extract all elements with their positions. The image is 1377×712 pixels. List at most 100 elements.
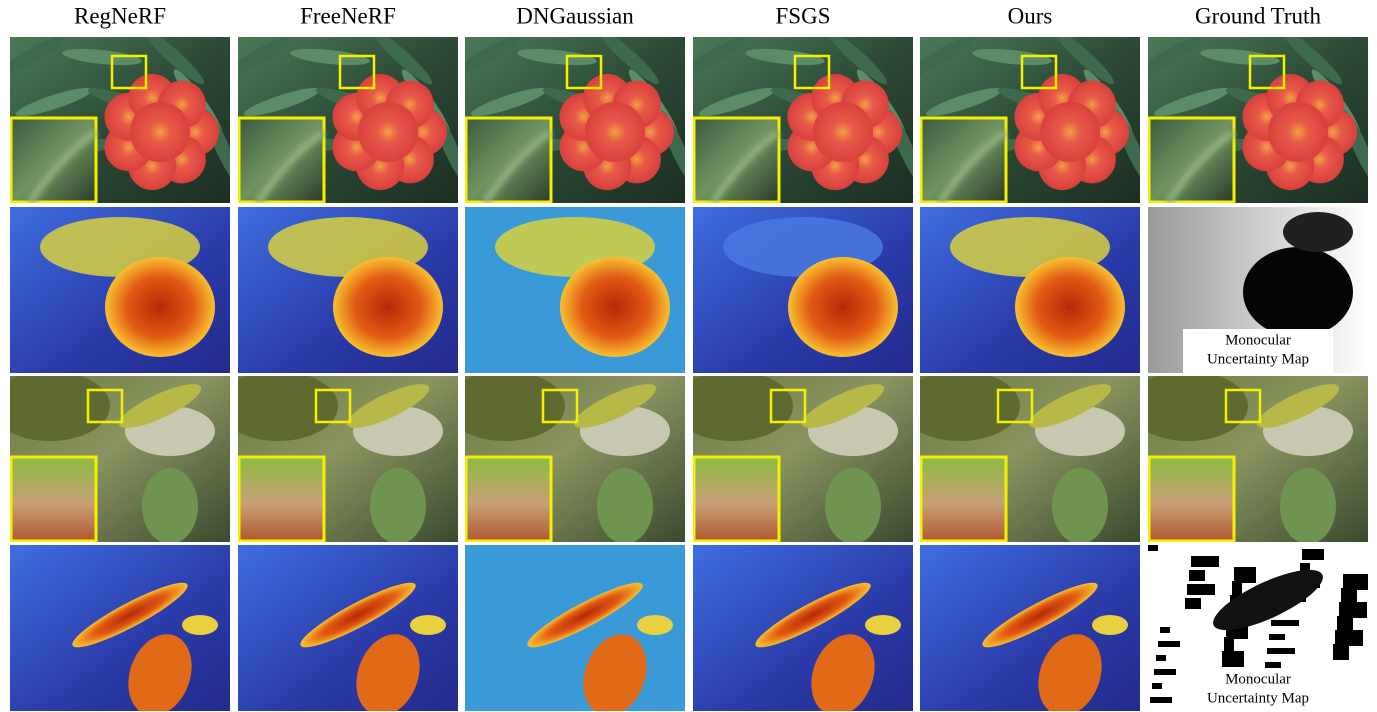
image-content (693, 207, 913, 373)
image-cell (1148, 37, 1368, 203)
uncertainty-stripe (755, 582, 871, 648)
image-cell (238, 37, 458, 203)
uncertainty-speck (1337, 616, 1353, 632)
label-line: Monocular (1225, 671, 1291, 687)
uncertainty-speck (1187, 584, 1215, 595)
zoom-box-small (769, 388, 807, 424)
uncertainty-mid (410, 615, 446, 635)
uncertainty-hot (788, 257, 898, 357)
image-content (1148, 376, 1368, 542)
uncertainty-blob (1213, 569, 1323, 631)
leaf (1281, 37, 1343, 85)
uncertainty-speck (1158, 641, 1180, 647)
image-content (693, 545, 913, 711)
leaf (290, 48, 370, 66)
image-content (238, 37, 458, 203)
foliage (1148, 376, 1248, 441)
image-content (920, 376, 1140, 542)
leaf (346, 384, 430, 428)
leaf (62, 48, 142, 66)
uncertainty-speck (1333, 644, 1349, 660)
image-content (10, 207, 230, 373)
foliage (465, 376, 565, 441)
image-cell (693, 545, 913, 711)
leaf (1148, 37, 1203, 78)
foliage (238, 376, 338, 441)
zoom-box-small (1248, 54, 1286, 90)
zoom-inset (10, 455, 98, 542)
leaf (1153, 87, 1231, 117)
leaf (920, 37, 975, 78)
uncertainty-blob (1283, 212, 1353, 252)
leaf (693, 37, 748, 78)
leaf (745, 48, 825, 66)
zoom-box-small (541, 388, 579, 424)
column-header: DNGaussian (516, 3, 634, 28)
flower (358, 102, 418, 162)
leaf (925, 87, 1003, 117)
big-leaf (1280, 468, 1336, 542)
leaf (1200, 48, 1280, 66)
column-header: RegNeRF (74, 3, 166, 28)
uncertainty-speck (1222, 651, 1244, 667)
uncertainty-speck (1300, 563, 1310, 574)
image-cell (693, 207, 913, 373)
zoom-inset (238, 116, 326, 203)
uncertainty-speck (1234, 567, 1256, 583)
zoom-inset (465, 455, 553, 542)
uncertainty-leaf (1038, 634, 1102, 711)
leaf (238, 37, 293, 78)
label-box (1183, 668, 1333, 711)
uncertainty-speck (1160, 627, 1170, 633)
column-header: FSGS (776, 3, 831, 28)
uncertainty-hot (1015, 257, 1125, 357)
image-cell (238, 207, 458, 373)
flower (130, 102, 190, 162)
image-content (693, 37, 913, 203)
leaf (573, 384, 657, 428)
uncertainty-speck (1224, 637, 1234, 653)
image-cell (10, 37, 230, 203)
image-cell (1148, 376, 1368, 542)
leaf (15, 87, 93, 117)
uncertainty-stripe (72, 582, 188, 648)
zoom-inset (10, 116, 98, 203)
foliage (920, 376, 1020, 441)
image-content (10, 376, 230, 542)
leaf (598, 37, 660, 85)
flower (1040, 102, 1100, 162)
zoom-stem (1164, 128, 1236, 203)
uncertainty-stripe (300, 582, 416, 648)
zoom-box-small (110, 54, 148, 90)
image-content (10, 37, 230, 203)
image-cell (465, 376, 685, 542)
leaf (470, 87, 548, 117)
image-content: Monocular Uncertainty Map (1148, 545, 1368, 711)
image-content (465, 545, 685, 711)
image-content (10, 545, 230, 711)
leaf (10, 37, 65, 78)
big-leaf (825, 468, 881, 542)
zoom-inset (465, 116, 553, 203)
image-grid: Monocular Uncertainty Map Monocular Uncerta… (10, 37, 1368, 711)
big-leaf (1052, 468, 1108, 542)
uncertainty-hot (105, 257, 215, 357)
zoom-inset (920, 116, 1008, 203)
image-content (920, 207, 1140, 373)
image-content (920, 545, 1140, 711)
image-content (693, 376, 913, 542)
big-leaf (370, 468, 426, 542)
zoom-box-small (1224, 388, 1262, 424)
zoom-stem (709, 128, 781, 203)
zoom-stem (936, 128, 1008, 203)
image-cell: Monocular Uncertainty Map (1148, 545, 1368, 711)
image-content (238, 545, 458, 711)
image-content (465, 376, 685, 542)
uncertainty-mid (637, 615, 673, 635)
zoom-box-small (996, 388, 1034, 424)
zoom-box-small (1020, 54, 1058, 90)
leaf (465, 37, 520, 78)
zoom-inset (1148, 455, 1236, 542)
uncertainty-speck (1269, 634, 1285, 640)
zoom-stem (481, 128, 553, 203)
